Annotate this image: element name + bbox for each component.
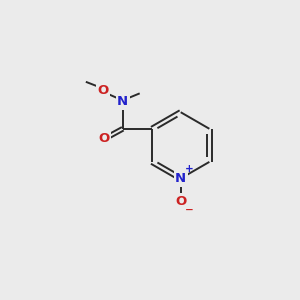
Text: N: N	[117, 95, 128, 108]
Text: O: O	[175, 195, 186, 208]
Text: −: −	[185, 205, 194, 214]
Text: O: O	[99, 131, 110, 145]
Text: N: N	[175, 172, 186, 185]
Text: +: +	[185, 164, 194, 174]
Text: O: O	[97, 84, 108, 97]
